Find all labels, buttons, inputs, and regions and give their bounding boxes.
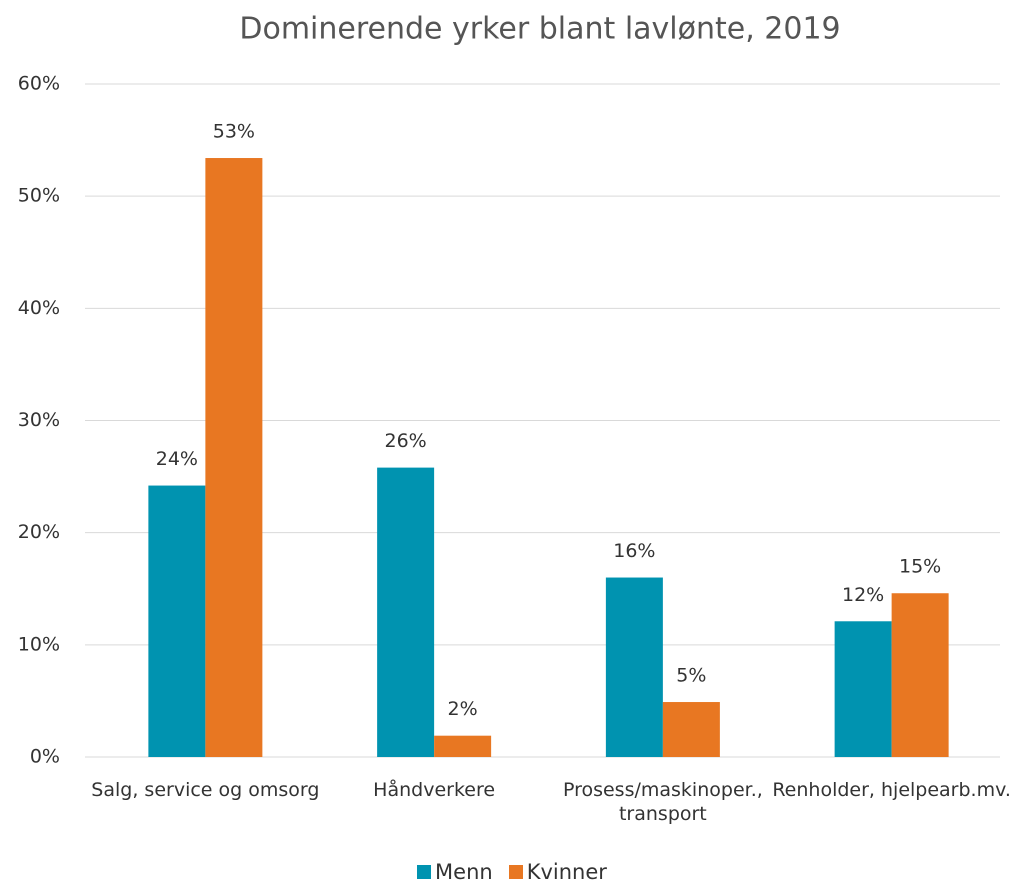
legend-swatch [508, 865, 523, 879]
chart-title: Dominerende yrker blant lavlønte, 2019 [239, 12, 840, 47]
x-tick-label: Renholder, hjelpearb.mv. [772, 779, 1011, 801]
bar [377, 467, 435, 757]
legend-label: Kvinner [526, 860, 607, 884]
legend-swatch [417, 865, 432, 879]
legend-item: Kvinner [508, 860, 607, 884]
data-label: 12% [842, 584, 884, 606]
x-tick-label: Prosess/maskinoper., transport [562, 779, 763, 825]
y-tick-label: 30% [18, 409, 60, 431]
data-label: 26% [385, 430, 427, 452]
data-label: 15% [899, 556, 941, 578]
bar [148, 485, 206, 757]
data-label: 53% [213, 121, 255, 143]
legend-label: Menn [435, 860, 493, 884]
bar [205, 158, 263, 757]
bar [662, 702, 720, 757]
y-tick-label: 50% [18, 185, 60, 207]
bar [891, 593, 949, 757]
legend: Menn Kvinner [0, 860, 1024, 884]
data-label: 24% [156, 448, 198, 470]
legend-item: Menn [417, 860, 493, 884]
bar [834, 621, 892, 757]
y-tick-label: 40% [18, 297, 60, 319]
data-label: 2% [448, 698, 478, 720]
bar [434, 735, 492, 757]
data-label: 5% [676, 665, 706, 687]
y-tick-label: 20% [18, 521, 60, 543]
x-tick-label: Håndverkere [373, 779, 496, 801]
y-tick-label: 10% [18, 633, 60, 655]
x-tick-label: Salg, service og omsorg [91, 779, 320, 801]
y-tick-label: 60% [18, 73, 60, 95]
data-label: 16% [613, 540, 655, 562]
bar [605, 577, 663, 757]
y-tick-label: 0% [30, 746, 60, 768]
